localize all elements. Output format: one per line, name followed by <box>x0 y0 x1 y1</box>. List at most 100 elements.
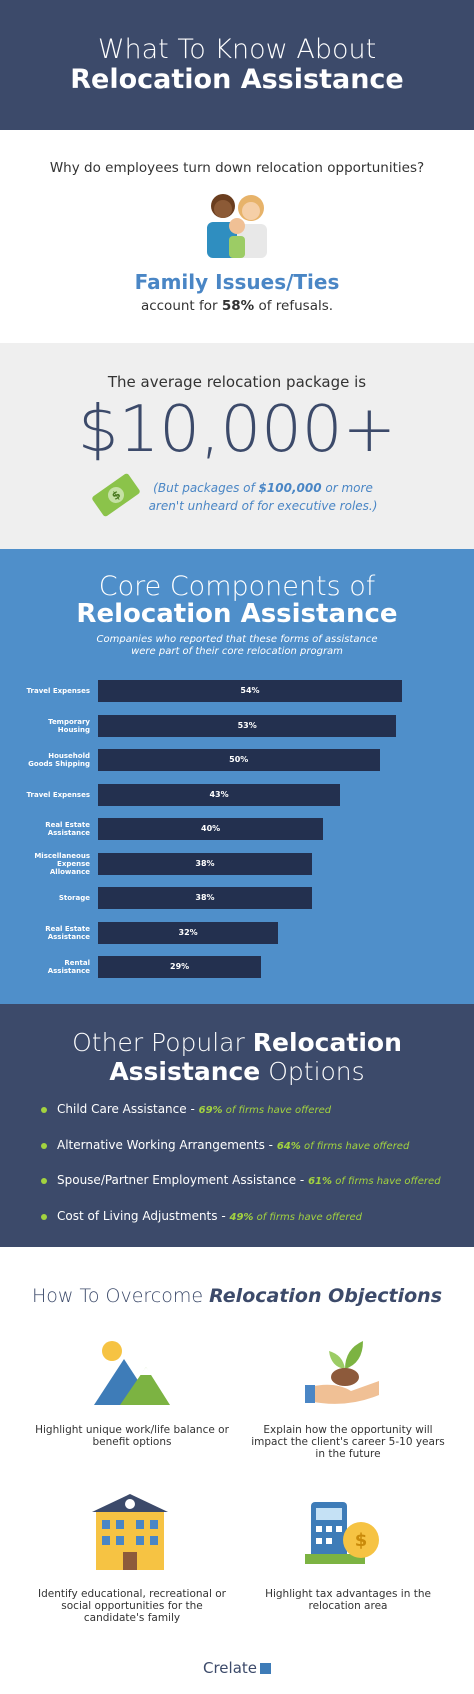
category-label: Rental Assistance <box>47 959 90 975</box>
value-label: 38% <box>195 858 215 868</box>
text: account for <box>140 298 218 314</box>
category-label: Travel Expenses <box>26 790 90 799</box>
option-name: Cost of Living Adjustments - <box>57 1208 226 1223</box>
package-section: The average relocation package is $10,00… <box>0 343 474 549</box>
bar-row: Household Goods Shipping 50% <box>0 749 474 771</box>
objection-text: Identify educational, recreational or so… <box>38 1588 226 1624</box>
amount: $10,000+ <box>77 393 397 467</box>
money-icon: $ <box>92 473 140 517</box>
bar-row: Miscellaneous Expense Allowance 38% <box>0 851 474 876</box>
percent: 58% <box>221 298 255 314</box>
category-label: Miscellaneous Expense Allowance <box>34 851 90 876</box>
plant-icon <box>305 1341 379 1404</box>
option-item: Cost of Living Adjustments - 49% of firm… <box>41 1209 362 1223</box>
bar-row: Travel Expenses 43% <box>0 783 474 806</box>
option-body: Cost of Living Adjustments - 49% of firm… <box>57 1209 362 1223</box>
option-rest: of firms have offered <box>335 1176 441 1187</box>
text: of refusals. <box>258 298 334 314</box>
category-label: Real Estate Assistance <box>45 924 90 941</box>
bar <box>98 749 380 771</box>
bar-row: Real Estate Assistance 40% <box>0 818 474 840</box>
core-title1: Core Components of <box>98 571 376 602</box>
footer-brand: Crelate <box>203 1659 272 1677</box>
text: Options <box>268 1057 365 1086</box>
core-title2: Relocation Assistance <box>76 599 398 629</box>
mountain-icon <box>94 1341 170 1405</box>
option-percent: 49% <box>229 1211 254 1223</box>
refusal-text: account for 58% of refusals. <box>0 298 474 314</box>
objection-text: Explain how the opportunity will impact … <box>251 1424 445 1460</box>
family-icon <box>207 194 267 258</box>
text: Relocation Objections <box>209 1285 443 1307</box>
option-rest: of firms have offered <box>303 1140 410 1152</box>
core-section: Core Components of Relocation Assistance… <box>0 549 474 1004</box>
category-label: Storage <box>58 894 90 902</box>
brand: Crelate <box>203 1659 258 1677</box>
text: How To Overcome <box>31 1285 204 1307</box>
refusals-section: Why do employees turn down relocation op… <box>0 130 474 343</box>
building-icon <box>92 1494 168 1570</box>
bar <box>98 921 279 944</box>
options-title: Other Popular Relocation Assistance Optio… <box>0 1028 474 1086</box>
bar-row: Storage 38% <box>0 887 474 909</box>
value-label: 40% <box>201 824 221 833</box>
bar-row: Rental Assistance 29% <box>0 956 474 978</box>
core-subtitle: Companies who reported that these forms … <box>96 634 378 657</box>
value-label: 50% <box>229 755 249 764</box>
text: Assistance <box>109 1057 261 1086</box>
bar-row: Travel Expenses 54% <box>0 680 474 702</box>
value-label: 43% <box>209 789 229 799</box>
option-rest: of firms have offered <box>225 1105 332 1116</box>
bar <box>98 956 262 978</box>
options-section: Other Popular Relocation Assistance Optio… <box>0 1004 474 1247</box>
option-percent: 64% <box>276 1140 301 1152</box>
tax-icon: $ <box>305 1502 379 1564</box>
objection-text: Highlight unique work/life balance or be… <box>35 1424 229 1448</box>
category-label: Real Estate Assistance <box>45 821 90 837</box>
value-label: 29% <box>170 962 190 971</box>
bar <box>98 783 341 806</box>
title-line2: Relocation Assistance <box>70 64 404 95</box>
option-body: Spouse/Partner Employment Assistance - 6… <box>57 1173 441 1187</box>
bullet <box>41 1107 47 1113</box>
option-percent: 69% <box>198 1105 223 1116</box>
text: Other Popular <box>72 1028 245 1057</box>
text: (But packages of <box>153 481 255 495</box>
option-rest: of firms have offered <box>256 1211 362 1223</box>
question: Why do employees turn down relocation op… <box>49 160 425 176</box>
text: Relocation <box>252 1028 402 1057</box>
bar <box>98 887 312 909</box>
option-name: Child Care Assistance - <box>57 1102 195 1116</box>
value-label: 32% <box>178 927 198 937</box>
option-item: Alternative Working Arrangements - 64% o… <box>41 1138 409 1152</box>
category-label: Temporary Housing <box>48 717 90 734</box>
bar-row: Real Estate Assistance 32% <box>0 921 474 944</box>
option-stat: 69% of firms have offered <box>199 1105 331 1116</box>
svg-text:$: $ <box>355 1530 368 1551</box>
value-label: 53% <box>237 720 257 730</box>
value-label: 54% <box>240 686 260 695</box>
bar <box>98 680 403 702</box>
objections-section: How To Overcome Relocation Objections Hi… <box>0 1247 474 1694</box>
bar-row: Temporary Housing 53% <box>0 714 474 737</box>
objection-text: Highlight tax advantages in the relocati… <box>265 1588 431 1612</box>
option-name: Alternative Working Arrangements - <box>57 1137 274 1152</box>
note: (But packages of $100,000 or more aren't… <box>138 479 388 515</box>
bullet <box>41 1178 47 1184</box>
title-line1: What To Know About <box>97 34 377 65</box>
bullet <box>41 1142 47 1149</box>
intro: The average relocation package is <box>107 373 367 391</box>
option-stat: 61% of firms have offered <box>308 1176 440 1187</box>
bar <box>98 818 324 840</box>
option-percent: 61% <box>308 1176 333 1187</box>
option-item: Child Care Assistance - 69% of firms hav… <box>41 1102 331 1116</box>
option-item: Spouse/Partner Employment Assistance - 6… <box>41 1173 441 1187</box>
category-label: Travel Expenses <box>26 687 90 695</box>
option-stat: 64% of firms have offered <box>277 1141 409 1152</box>
bar <box>98 852 312 875</box>
bar <box>98 714 397 737</box>
header: What To Know About Relocation Assistance <box>0 0 474 130</box>
category-label: Household Goods Shipping <box>28 752 90 768</box>
option-body: Alternative Working Arrangements - 64% o… <box>57 1138 409 1152</box>
